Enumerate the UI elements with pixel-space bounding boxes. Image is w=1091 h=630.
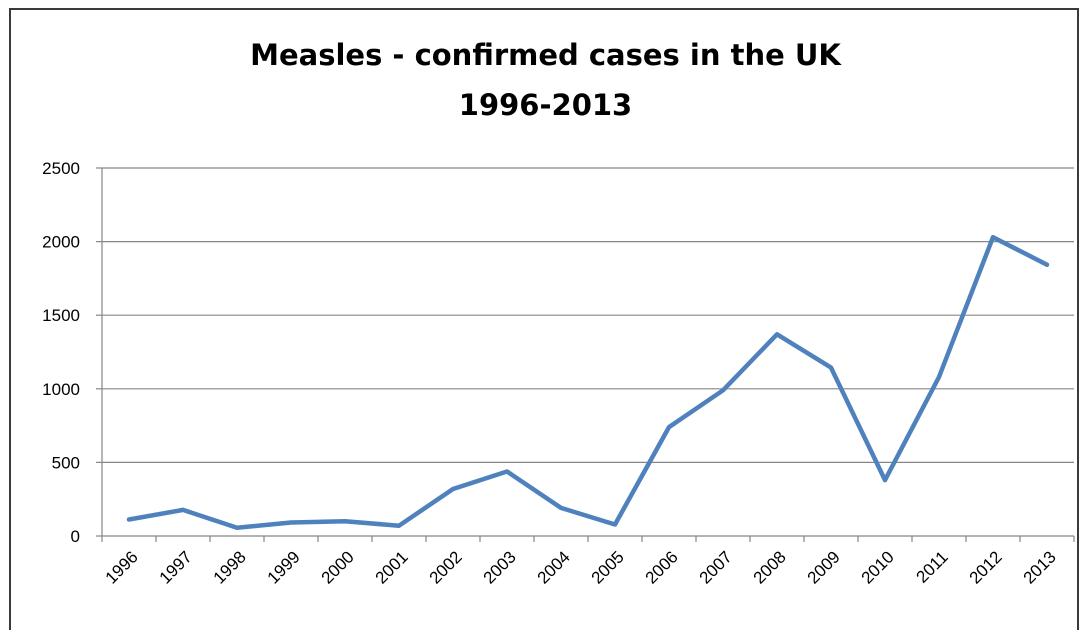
series-layer	[126, 234, 1050, 531]
chart-frame	[9, 8, 1079, 630]
data-point	[721, 388, 725, 393]
data-point	[397, 523, 401, 528]
data-point	[181, 507, 185, 512]
y-tick-label: 2500	[42, 159, 80, 178]
data-point	[127, 517, 131, 522]
x-tick-label: 2001	[372, 547, 412, 587]
x-tick-labels: 1996 1997 1998 1999 2000 2001 2002 2003 2004 2005…	[102, 547, 1060, 587]
y-tick-label: 1500	[42, 306, 80, 325]
data-point	[775, 332, 779, 337]
data-point	[235, 525, 239, 530]
data-point	[343, 519, 347, 524]
y-tick-label: 500	[52, 453, 80, 472]
x-tick-label: 1997	[156, 547, 196, 587]
x-tick-label: 2005	[588, 547, 628, 587]
x-tick-label: 2004	[534, 547, 574, 587]
data-point	[883, 478, 887, 483]
x-tick-label: 2013	[1020, 547, 1060, 587]
chart-title: Measles - confirmed cases in the UK	[250, 38, 841, 72]
x-tick-label: 1996	[102, 547, 142, 587]
data-point	[451, 487, 455, 492]
x-tick-label: 1999	[264, 547, 304, 587]
y-tick-label: 1000	[42, 380, 80, 399]
x-tick-label: 2007	[696, 547, 736, 587]
x-tick-label: 2003	[480, 547, 520, 587]
y-tick-label: 0	[71, 527, 80, 546]
data-point	[613, 522, 617, 527]
x-tick-label: 2011	[913, 547, 952, 586]
series-line	[126, 234, 1050, 531]
chart-subtitle: 1996-2013	[458, 88, 633, 122]
x-tick-label: 1998	[210, 547, 250, 587]
y-tick-labels: 0 500 1000 1500 2000 2500	[42, 159, 80, 546]
data-point	[1045, 262, 1049, 267]
x-tick-label: 2000	[318, 547, 358, 587]
data-point	[559, 505, 563, 510]
axes	[96, 167, 1075, 542]
gridlines	[102, 167, 1074, 463]
x-tick-label: 2002	[426, 547, 466, 587]
data-point	[829, 365, 833, 370]
data-point	[505, 469, 509, 474]
x-tick-label: 2010	[858, 547, 898, 587]
x-tick-label: 2009	[804, 547, 844, 587]
data-point	[667, 425, 671, 430]
x-tick-label: 2006	[642, 547, 682, 587]
y-tick-label: 2000	[42, 233, 80, 252]
data-point	[991, 235, 995, 240]
x-tick-label: 2008	[750, 547, 790, 587]
data-point	[289, 520, 293, 525]
x-tick-label: 2012	[966, 547, 1006, 587]
data-point	[937, 375, 941, 380]
